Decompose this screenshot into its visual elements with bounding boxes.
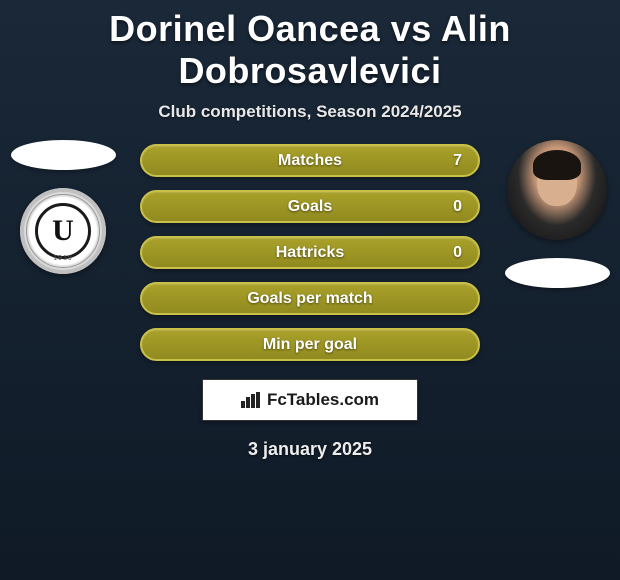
stat-bar-goals: Goals 0 xyxy=(140,190,480,223)
club-badge-year: 1919 xyxy=(53,255,73,262)
bars-icon xyxy=(241,392,261,408)
left-player-column: U 1919 xyxy=(8,140,118,274)
club-badge-left: U 1919 xyxy=(20,188,106,274)
stat-label: Goals xyxy=(288,198,332,216)
stat-label: Matches xyxy=(278,152,342,170)
page-subtitle: Club competitions, Season 2024/2025 xyxy=(0,96,620,140)
stat-value: 0 xyxy=(453,198,462,216)
stats-column: Matches 7 Goals 0 Hattricks 0 Goals per … xyxy=(140,144,480,361)
stat-label: Goals per match xyxy=(247,290,372,308)
brand-text: FcTables.com xyxy=(267,390,379,410)
club-placeholder-right xyxy=(505,258,610,288)
stat-label: Hattricks xyxy=(276,244,344,262)
date-line: 3 january 2025 xyxy=(0,421,620,460)
player-photo-right xyxy=(507,140,607,240)
brand-link[interactable]: FcTables.com xyxy=(202,379,418,421)
stat-value: 0 xyxy=(453,244,462,262)
comparison-row: U 1919 Matches 7 Goals 0 Hattricks 0 Goa… xyxy=(0,140,620,361)
stat-bar-min-per-goal: Min per goal xyxy=(140,328,480,361)
right-player-column xyxy=(502,140,612,288)
stat-bar-goals-per-match: Goals per match xyxy=(140,282,480,315)
stat-bar-hattricks: Hattricks 0 xyxy=(140,236,480,269)
page-title: Dorinel Oancea vs Alin Dobrosavlevici xyxy=(0,0,620,96)
stat-label: Min per goal xyxy=(263,336,357,354)
stat-bar-matches: Matches 7 xyxy=(140,144,480,177)
stat-value: 7 xyxy=(453,152,462,170)
player-placeholder-left xyxy=(11,140,116,170)
